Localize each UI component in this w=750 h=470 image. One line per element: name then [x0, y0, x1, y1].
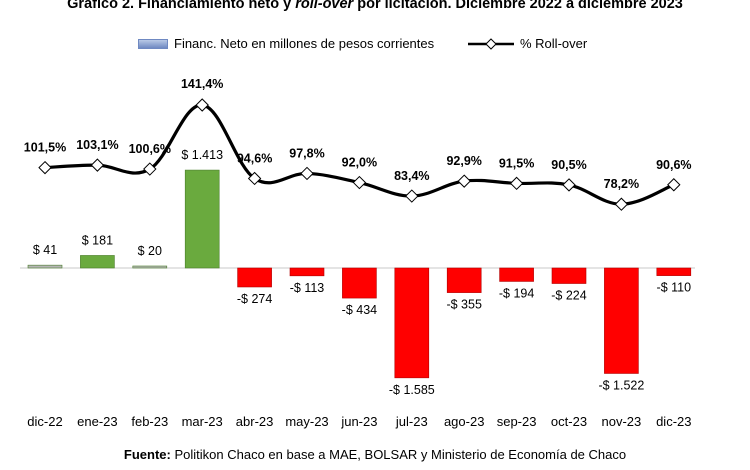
rollover-label-mar-23: 141,4% — [181, 77, 223, 91]
rollover-label-sep-23: 91,5% — [499, 156, 534, 170]
rollover-marker-feb-23 — [143, 162, 157, 176]
bar-label-dic-22: $ 41 — [33, 243, 57, 257]
rollover-marker-may-23 — [300, 166, 314, 181]
bar-label-oct-23: -$ 224 — [551, 289, 586, 303]
rollover-label-jun-23: 92,0% — [342, 156, 377, 170]
bar-jun-23 — [342, 267, 377, 299]
rollover-label-ene-23: 103,1% — [76, 138, 118, 152]
chart-title: Gráfico 2. Financiamiento neto y roll-ov… — [0, 0, 750, 12]
bar-ene-23 — [80, 255, 115, 269]
bar-label-feb-23: $ 20 — [138, 244, 162, 258]
bar-label-jun-23: -$ 434 — [342, 303, 377, 317]
x-tick-label-nov-23: nov-23 — [602, 414, 642, 429]
rollover-marker-jun-23 — [352, 175, 367, 190]
rollover-marker-ago-23 — [457, 174, 471, 188]
x-tick-label-abr-23: abr-23 — [236, 414, 274, 429]
legend-item-line: % Roll-over — [468, 36, 587, 51]
source-text: Politikon Chaco en base a MAE, BOLSAR y … — [170, 447, 627, 462]
rollover-marker-oct-23 — [562, 178, 576, 192]
bar-label-abr-23: -$ 274 — [237, 292, 272, 306]
bar-sep-23 — [499, 267, 534, 282]
bar-label-may-23: -$ 113 — [290, 281, 325, 295]
legend-line-label: % Roll-over — [520, 36, 588, 51]
rollover-marker-abr-23 — [247, 171, 262, 186]
bar-ago-23 — [446, 267, 482, 293]
rollover-marker-dic-22 — [38, 160, 52, 175]
bar-label-dic-23: -$ 110 — [657, 281, 692, 295]
bar-oct-23 — [551, 267, 587, 284]
x-tick-label-sep-23: sep-23 — [497, 414, 537, 429]
source-note: Fuente: Politikon Chaco en base a MAE, B… — [0, 447, 750, 462]
rollover-label-may-23: 97,8% — [289, 146, 324, 160]
x-tick-label-may-23: may-23 — [285, 414, 328, 429]
rollover-label-nov-23: 78,2% — [604, 177, 639, 191]
x-tick-label-dic-23: dic-23 — [656, 414, 691, 429]
chart-title-suffix: por licitación. Diciembre 2022 a diciemb… — [353, 0, 683, 12]
rollover-marker-mar-23 — [195, 98, 209, 112]
legend-bar-swatch — [138, 38, 168, 49]
bar-abr-23 — [237, 267, 272, 288]
bar-label-sep-23: -$ 194 — [499, 286, 534, 300]
bar-mar-23 — [184, 169, 220, 269]
bar-label-ago-23: -$ 355 — [446, 298, 481, 312]
bar-label-mar-23: $ 1.413 — [181, 148, 223, 162]
bar-feb-23 — [132, 265, 168, 269]
bar-jul-23 — [394, 267, 430, 379]
x-tick-label-ene-23: ene-23 — [77, 414, 117, 429]
rollover-marker-nov-23 — [614, 197, 629, 211]
rollover-label-abr-23: 94,6% — [237, 151, 272, 165]
rollover-label-ago-23: 92,9% — [446, 154, 481, 168]
x-tick-label-dic-22: dic-22 — [27, 414, 62, 429]
x-tick-label-ago-23: ago-23 — [444, 414, 484, 429]
bar-may-23 — [289, 267, 325, 277]
bar-nov-23 — [604, 267, 639, 374]
bar-dic-23 — [656, 267, 692, 276]
rollover-label-oct-23: 90,5% — [551, 158, 586, 172]
bar-label-ene-23: $ 181 — [82, 233, 113, 247]
rollover-label-feb-23: 100,6% — [129, 142, 171, 156]
rollover-label-jul-23: 83,4% — [394, 169, 429, 183]
chart-legend: Financ. Neto en millones de pesos corrie… — [0, 36, 750, 54]
bar-label-jul-23: -$ 1.585 — [389, 383, 435, 397]
rollover-label-dic-23: 90,6% — [656, 158, 691, 172]
rollover-marker-dic-23 — [667, 178, 681, 192]
rollover-label-dic-22: 101,5% — [24, 141, 66, 155]
rollover-marker-ene-23 — [90, 158, 105, 172]
chart-title-emphasis: roll-over — [295, 0, 354, 12]
legend-bar-label: Financ. Neto en millones de pesos corrie… — [174, 36, 435, 51]
legend-item-bars: Financ. Neto en millones de pesos corrie… — [138, 36, 434, 51]
x-tick-label-jun-23: jun-23 — [340, 414, 377, 429]
source-label: Fuente: — [123, 447, 171, 462]
x-tick-label-jul-23: jul-23 — [395, 414, 428, 429]
legend-line-swatch — [468, 37, 514, 50]
x-tick-label-feb-23: feb-23 — [131, 414, 168, 429]
bar-dic-22 — [27, 264, 63, 269]
bar-label-nov-23: -$ 1.522 — [598, 378, 644, 392]
x-tick-label-oct-23: oct-23 — [551, 414, 587, 429]
rollover-marker-sep-23 — [509, 176, 524, 191]
x-tick-label-mar-23: mar-23 — [182, 414, 223, 429]
chart-title-prefix: Gráfico 2. Financiamiento neto y — [67, 0, 296, 12]
rollover-marker-jul-23 — [405, 189, 419, 203]
